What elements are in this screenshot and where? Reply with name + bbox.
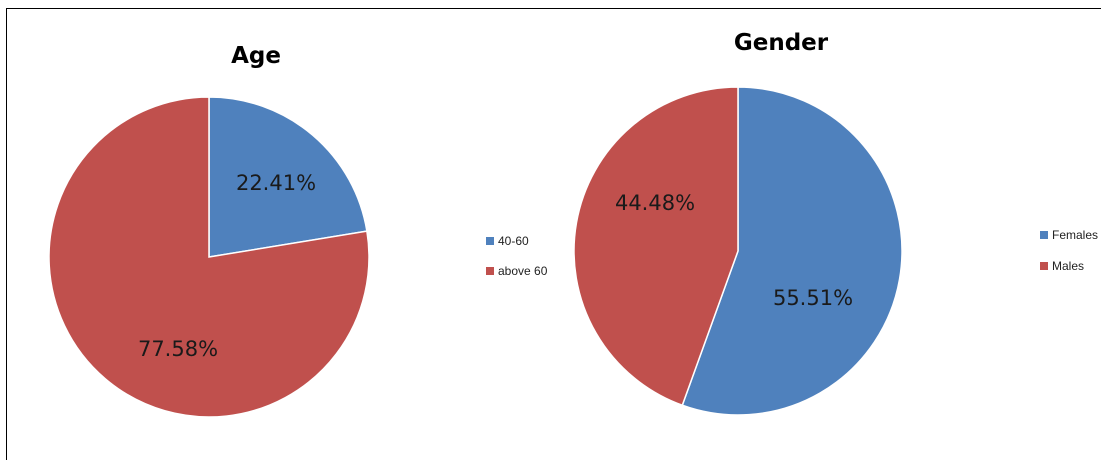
age-pie-chart: Age 22.41% 77.58% 40-60 above 60 bbox=[48, 43, 548, 418]
pie-slice-40-60 bbox=[208, 96, 368, 258]
gender-pie-chart: Gender 55.51% 44.48% Females Males bbox=[573, 30, 1098, 416]
legend-label-females: Females bbox=[1052, 228, 1098, 242]
age-legend: 40-60 above 60 bbox=[486, 234, 548, 278]
legend-label-males: Males bbox=[1052, 259, 1084, 273]
legend-swatch-above-60 bbox=[486, 267, 494, 275]
gender-chart-title: Gender bbox=[734, 30, 829, 56]
pie-slice-above-60 bbox=[48, 96, 370, 418]
legend-label-above-60: above 60 bbox=[498, 264, 548, 278]
data-label-40-60: 22.41% bbox=[236, 171, 316, 195]
data-label-above-60: 77.58% bbox=[138, 337, 218, 361]
data-label-males: 44.48% bbox=[615, 191, 695, 215]
data-label-females: 55.51% bbox=[773, 286, 853, 310]
gender-pie: 55.51% 44.48% bbox=[573, 86, 903, 416]
legend-swatch-males bbox=[1040, 262, 1048, 270]
legend-swatch-40-60 bbox=[486, 237, 494, 245]
age-chart-title: Age bbox=[231, 43, 281, 69]
legend-swatch-females bbox=[1040, 231, 1048, 239]
pie-slice-females bbox=[681, 86, 903, 416]
pie-slice-males bbox=[573, 86, 739, 407]
legend-label-40-60: 40-60 bbox=[498, 234, 529, 248]
age-pie: 22.41% 77.58% bbox=[48, 96, 370, 418]
gender-legend: Females Males bbox=[1040, 228, 1098, 273]
chart-frame bbox=[6, 8, 1101, 460]
